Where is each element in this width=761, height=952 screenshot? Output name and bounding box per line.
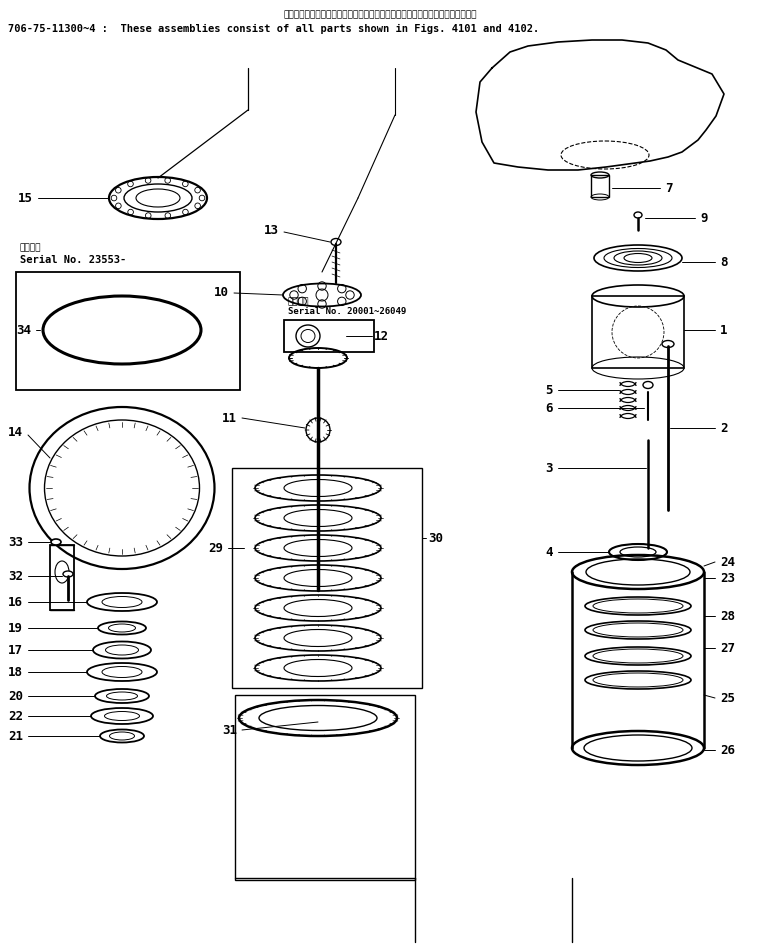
Text: 16: 16 <box>8 596 23 608</box>
Ellipse shape <box>331 239 341 246</box>
Text: 9: 9 <box>700 211 708 225</box>
Text: 適用号機: 適用号機 <box>20 244 42 252</box>
Text: 34: 34 <box>16 324 31 336</box>
Text: 27: 27 <box>720 642 735 655</box>
Text: 706-75-11300~4 :  These assemblies consist of all parts shown in Figs. 4101 and : 706-75-11300~4 : These assemblies consis… <box>8 24 540 34</box>
Text: 10: 10 <box>214 287 229 300</box>
Text: 19: 19 <box>8 622 23 634</box>
Text: 22: 22 <box>8 709 23 723</box>
Text: Serial No. 20001~26049: Serial No. 20001~26049 <box>288 307 406 316</box>
Bar <box>50 545 74 610</box>
Text: 31: 31 <box>222 724 237 737</box>
Text: 15: 15 <box>18 191 33 205</box>
Text: 3: 3 <box>546 462 553 474</box>
Ellipse shape <box>643 382 653 388</box>
Bar <box>235 695 415 880</box>
Bar <box>592 296 684 368</box>
Text: 14: 14 <box>8 426 23 440</box>
Text: 4: 4 <box>546 545 553 559</box>
Ellipse shape <box>63 571 73 577</box>
Text: 8: 8 <box>720 255 728 268</box>
Text: 32: 32 <box>8 569 23 583</box>
Ellipse shape <box>634 212 642 218</box>
Text: 12: 12 <box>374 329 389 343</box>
Text: 適用号機: 適用号機 <box>288 297 310 307</box>
Ellipse shape <box>662 341 674 347</box>
Bar <box>16 272 240 390</box>
Text: 28: 28 <box>720 609 735 623</box>
Text: 26: 26 <box>720 744 735 757</box>
Text: 6: 6 <box>546 402 553 414</box>
Ellipse shape <box>51 539 61 545</box>
Text: 13: 13 <box>264 224 279 236</box>
Text: 20: 20 <box>8 689 23 703</box>
Bar <box>591 175 609 197</box>
Bar <box>284 320 374 352</box>
Text: 7: 7 <box>665 182 673 194</box>
Text: 25: 25 <box>720 691 735 704</box>
Text: 23: 23 <box>720 571 735 585</box>
Text: 29: 29 <box>208 542 223 554</box>
Text: 1: 1 <box>720 324 728 336</box>
Text: 5: 5 <box>546 384 553 396</box>
Text: 30: 30 <box>428 531 443 545</box>
Text: 21: 21 <box>8 729 23 743</box>
Text: 17: 17 <box>8 644 23 657</box>
Text: 18: 18 <box>8 665 23 679</box>
Text: Serial No. 23553-: Serial No. 23553- <box>20 255 126 265</box>
Text: 24: 24 <box>720 556 735 568</box>
Text: 2: 2 <box>720 422 728 434</box>
Bar <box>232 468 422 688</box>
Text: 11: 11 <box>222 411 237 425</box>
Text: 33: 33 <box>8 535 23 548</box>
Text: これらのアセンブリの構成部品は第４１０１図および第４１０２図を含みます。: これらのアセンブリの構成部品は第４１０１図および第４１０２図を含みます。 <box>283 10 476 19</box>
